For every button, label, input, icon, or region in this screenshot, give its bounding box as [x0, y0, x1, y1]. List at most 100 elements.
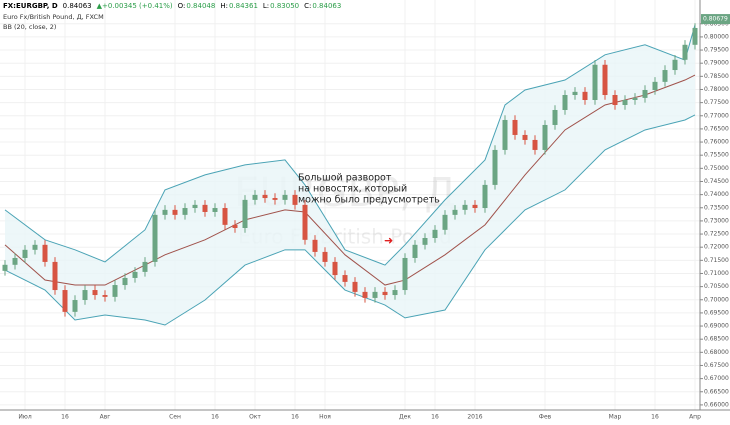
candle-body: [472, 204, 478, 209]
candle-body: [422, 237, 428, 245]
x-tick-label: Фев: [539, 414, 552, 421]
candle-body: [132, 271, 138, 278]
band-upper: [4, 24, 696, 266]
y-tick-label: 0.74000: [704, 191, 729, 198]
candle-body: [682, 44, 688, 60]
candle-body: [12, 257, 18, 265]
candle-body: [112, 285, 118, 297]
x-tick-label: 16: [291, 414, 299, 421]
candle-body: [202, 204, 208, 212]
header-c-label: C:: [304, 2, 311, 10]
candle-body: [662, 70, 668, 82]
y-tick-label: 0.76500: [704, 125, 729, 132]
y-tick-label: 0.73500: [704, 204, 729, 211]
annotation-arrow: ➜: [384, 234, 393, 247]
candle-body: [212, 208, 218, 212]
candle-body: [182, 208, 188, 215]
y-tick-label: 0.76000: [704, 139, 729, 146]
candle-body: [522, 134, 528, 140]
y-tick-label: 0.80000: [704, 33, 729, 40]
candle-body: [72, 300, 78, 312]
x-tick-label: 2016: [467, 414, 482, 421]
header-l-label: L:: [263, 2, 269, 10]
x-tick-label: Ноя: [319, 414, 331, 421]
candle-body: [162, 209, 168, 215]
candle-body: [462, 204, 468, 210]
y-tick-label: 0.71000: [704, 270, 729, 277]
y-tick-label: 0.79000: [704, 60, 729, 67]
candle-body: [602, 64, 608, 96]
y-tick-label: 0.78000: [704, 86, 729, 93]
y-tick-label: 0.79500: [704, 47, 729, 54]
candle-body: [562, 95, 568, 110]
candle-body: [192, 204, 198, 209]
candle-body: [152, 214, 158, 262]
candle-body: [542, 124, 548, 150]
candle-body: [342, 275, 348, 282]
candle-body: [22, 249, 28, 258]
candle-body: [352, 281, 358, 292]
candle-body: [312, 239, 318, 252]
x-tick-label: 16: [61, 414, 69, 421]
candle-body: [302, 204, 308, 240]
candle-body: [612, 95, 618, 105]
last-price-box: [701, 14, 730, 25]
y-tick-label: 0.72000: [704, 244, 729, 251]
x-tick-label: Окт: [249, 414, 261, 421]
candle-body: [372, 291, 378, 298]
x-tick-label: Апр: [689, 414, 701, 421]
candle-body: [172, 209, 178, 215]
y-tick-label: 0.75500: [704, 152, 729, 159]
candle-body: [692, 27, 698, 45]
header-o-label: O:: [178, 2, 186, 10]
candle-body: [92, 290, 98, 296]
y-tick-label: 0.77500: [704, 99, 729, 106]
annotation: можно было предусмотреть: [298, 195, 440, 206]
candle-body: [32, 244, 38, 250]
x-tick-label: 16: [431, 414, 439, 421]
header-h: 0.84361: [229, 2, 258, 10]
candle-body: [82, 290, 88, 301]
y-tick-label: 0.69500: [704, 309, 729, 316]
candle-body: [592, 64, 598, 100]
y-tick-label: 0.77000: [704, 112, 729, 119]
y-tick-label: 0.66000: [704, 401, 729, 408]
x-tick-label: Сен: [169, 414, 181, 421]
candle-body: [442, 214, 448, 230]
header-c: 0.84063: [312, 2, 341, 10]
x-tick-label: Мар: [609, 414, 622, 421]
candle-body: [272, 198, 278, 200]
candle-body: [532, 139, 538, 150]
candle-body: [262, 194, 268, 199]
y-tick-label: 0.78500: [704, 73, 729, 80]
candle-body: [222, 208, 228, 225]
header-change: ▲+0.00345 (+0.41%): [97, 2, 173, 10]
last-price-label: 0.80679: [703, 16, 728, 23]
candle-body: [122, 277, 128, 286]
x-tick-label: Июл: [18, 414, 32, 421]
candle-body: [232, 224, 238, 229]
x-tick-label: Дек: [399, 414, 411, 421]
candle-body: [52, 261, 58, 291]
candle-body: [652, 81, 658, 91]
candle-body: [502, 119, 508, 150]
x-tick-label: 16: [211, 414, 219, 421]
x-tick-label: Авг: [100, 414, 111, 421]
candle-body: [622, 99, 628, 105]
y-tick-label: 0.69000: [704, 323, 729, 330]
candle-body: [382, 291, 388, 296]
subtitle: Euro Fx/British Pound, Д, FXCM: [3, 13, 104, 21]
y-tick-label: 0.72500: [704, 231, 729, 238]
candle-body: [42, 244, 48, 262]
y-tick-label: 0.75000: [704, 165, 729, 172]
header-price: 0.84063: [63, 2, 92, 10]
annotation: на новостях, который: [298, 184, 407, 195]
candle-body: [62, 290, 68, 312]
candle-body: [322, 251, 328, 262]
candle-body: [142, 261, 148, 272]
y-tick-label: 0.67500: [704, 362, 729, 369]
candle-body: [632, 97, 638, 100]
y-tick-label: 0.67000: [704, 375, 729, 382]
y-tick-label: 0.68000: [704, 349, 729, 356]
